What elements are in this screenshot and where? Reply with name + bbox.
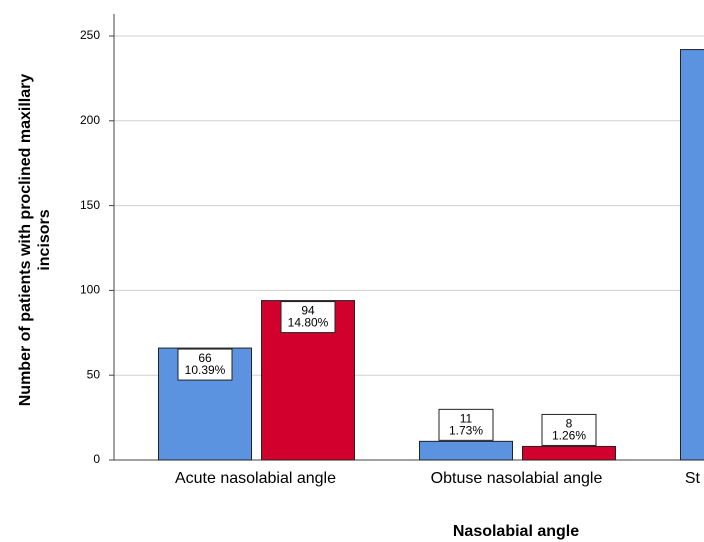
x-axis-label: Nasolabial angle: [453, 523, 579, 540]
data-label: 1.73%: [449, 424, 483, 438]
y-tick-label: 200: [80, 113, 100, 127]
y-tick-label: 250: [80, 28, 100, 42]
y-axis-label: incisors: [36, 209, 53, 270]
bar: [419, 440, 513, 461]
data-label-box: [177, 348, 233, 381]
data-label-box: [541, 413, 597, 446]
bar: [680, 49, 704, 461]
y-tick-label: 100: [80, 283, 100, 297]
y-axis-label: Number of patients with proclined maxill…: [17, 74, 34, 407]
y-tick-label: 50: [87, 367, 101, 381]
y-tick-label: 0: [93, 452, 100, 466]
data-label-box: [280, 301, 336, 334]
data-label: 10.39%: [185, 363, 226, 377]
data-label: 11: [460, 412, 473, 426]
data-label: 8: [566, 417, 573, 431]
data-label-box: [438, 408, 494, 441]
data-label: 1.26%: [552, 429, 586, 443]
data-label: 14.80%: [288, 316, 329, 330]
x-tick-label: Obtuse nasolabial angle: [431, 470, 603, 487]
y-tick-label: 150: [80, 198, 100, 212]
x-tick-label: Acute nasolabial angle: [175, 470, 336, 487]
data-label: 66: [198, 351, 212, 365]
data-label: 94: [301, 304, 315, 318]
x-tick-label: St: [685, 470, 701, 487]
bar: [522, 445, 616, 461]
